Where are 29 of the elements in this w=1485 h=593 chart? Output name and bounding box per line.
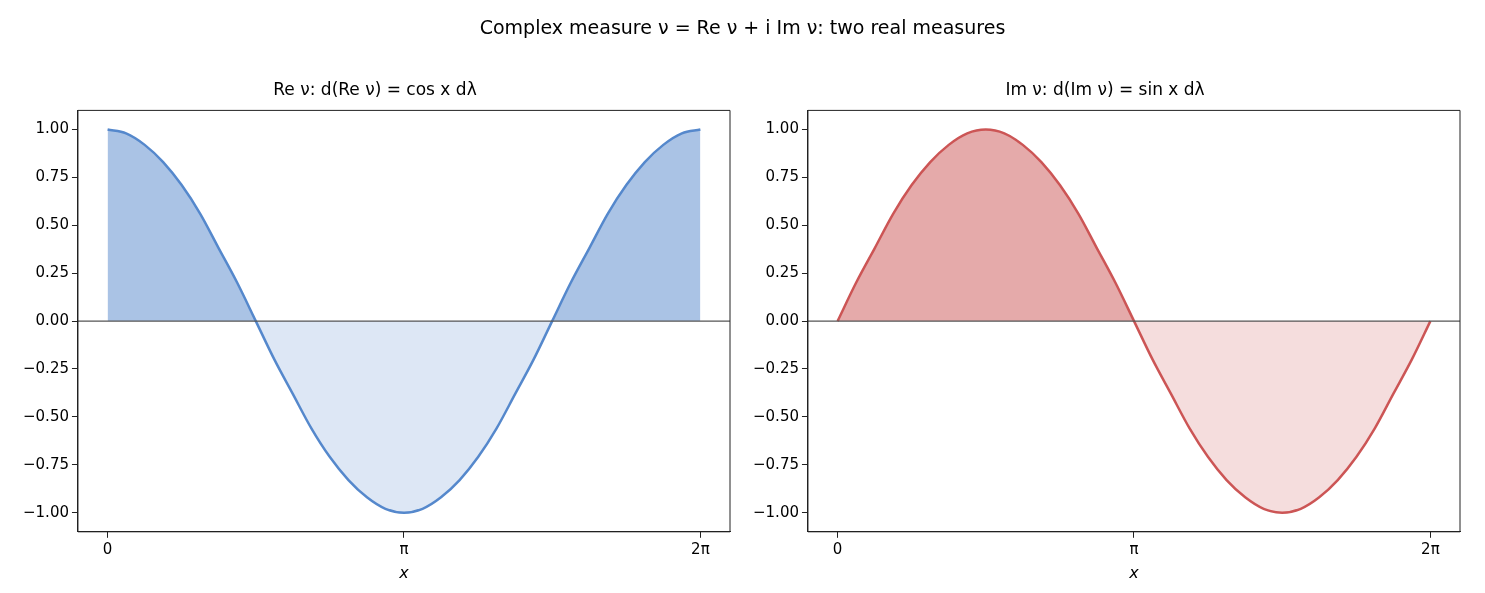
- y-tick-label: 1.00: [35, 119, 69, 138]
- y-tick-label: 0.75: [35, 167, 69, 186]
- y-tick-label: 0.25: [765, 263, 799, 282]
- y-tick-label: 0.25: [35, 263, 69, 282]
- x-tick-label: 2π: [1421, 539, 1440, 558]
- y-tick-label: −0.75: [753, 454, 799, 473]
- y-tick-label: 0.75: [765, 167, 799, 186]
- y-tick-label: −0.50: [23, 406, 69, 425]
- y-tick-label: −0.50: [753, 406, 799, 425]
- y-tick-label: −0.75: [23, 454, 69, 473]
- y-tick-label: 0.50: [35, 215, 69, 234]
- y-tick-label: −1.00: [23, 502, 69, 521]
- y-tick-label: −0.25: [753, 358, 799, 377]
- y-tick-label: −1.00: [753, 502, 799, 521]
- y-tick-label: −0.25: [23, 358, 69, 377]
- y-tick-label: 0.00: [765, 310, 799, 329]
- text: Complex measure ν = Re ν + i Im ν: two real measures: [478, 16, 1007, 38]
- x-axis-title: x: [1128, 562, 1140, 582]
- chart-title: Im ν: d(Im ν) = sin x dλ: [1005, 78, 1205, 99]
- x-tick-label: 2π: [691, 539, 710, 558]
- x-axis-title: x: [398, 562, 410, 582]
- x-tick-label: π: [1129, 539, 1139, 558]
- x-tick-label: π: [399, 539, 409, 558]
- y-tick-label: 0.00: [35, 310, 69, 329]
- y-tick-label: 1.00: [765, 119, 799, 138]
- x-tick-label: 0: [102, 539, 113, 558]
- y-tick-label: 0.50: [765, 215, 799, 234]
- chart-title: Re ν: d(Re ν) = cos x dλ: [273, 78, 477, 99]
- x-tick-label: 0: [832, 539, 843, 558]
